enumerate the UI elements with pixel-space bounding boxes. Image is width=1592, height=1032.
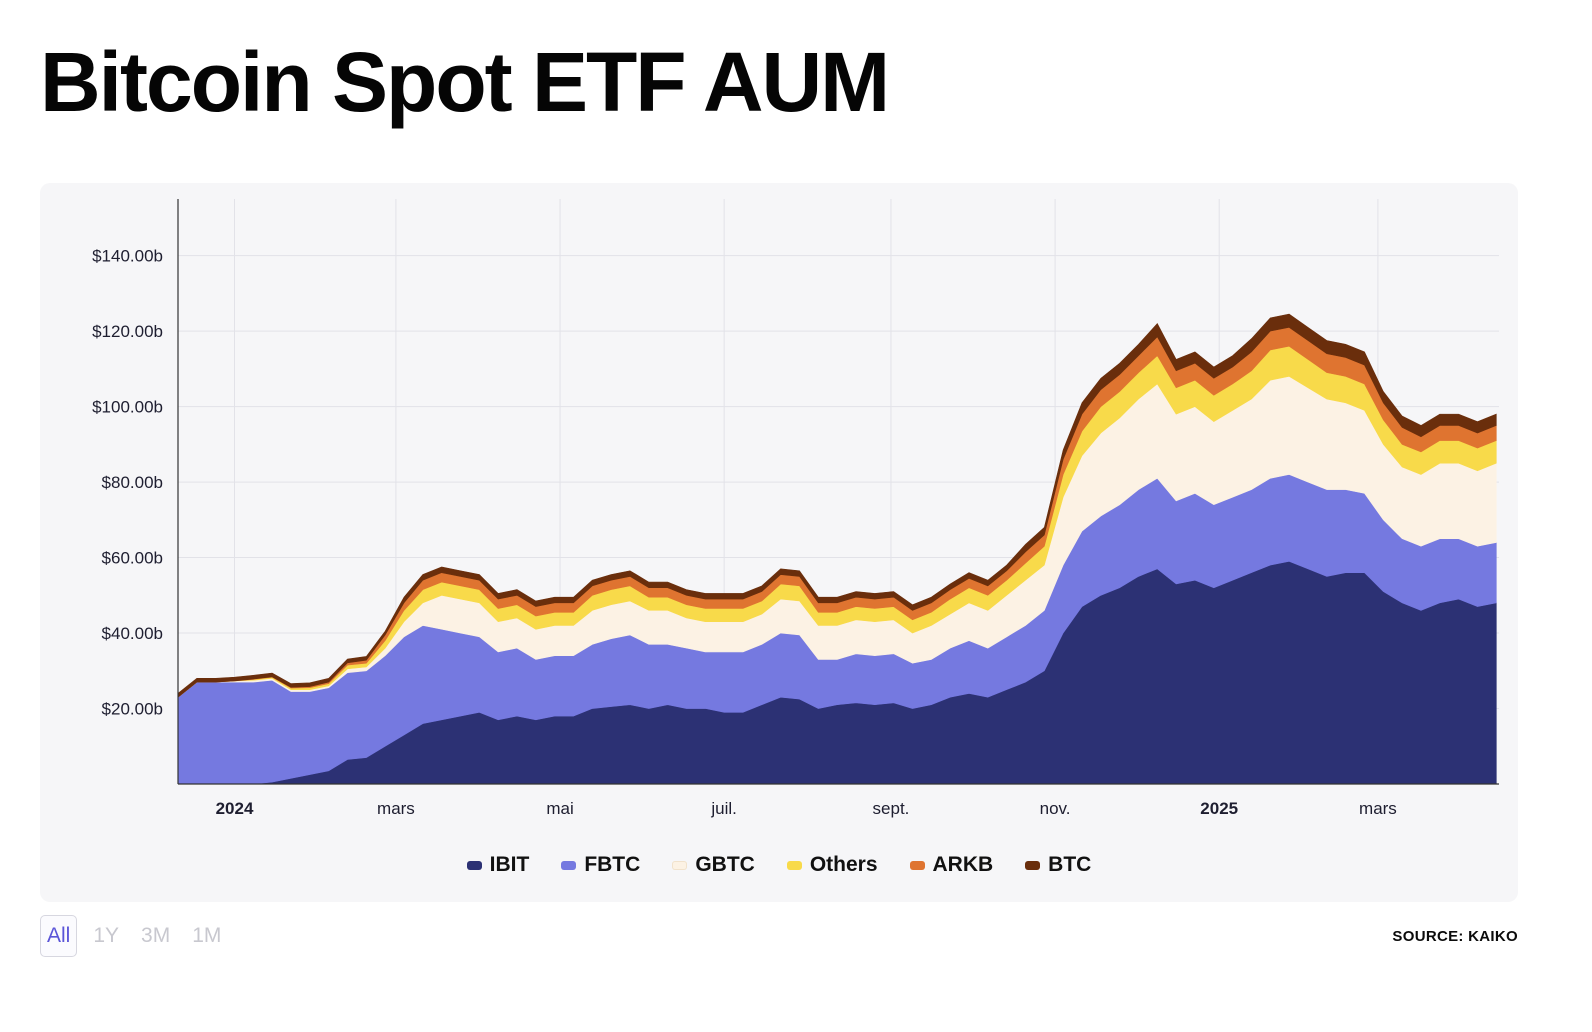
stacked-area-chart: $20.00b $40.00b $60.00b $80.00b $100.00b $120… — [92, 199, 1499, 818]
legend-item-arkb[interactable]: ARKB — [909, 853, 994, 877]
range-button-1y[interactable]: 1Y — [93, 924, 120, 947]
range-button-all[interactable]: All — [40, 915, 78, 957]
legend-swatch — [466, 860, 482, 870]
x-tick-label: mars — [377, 799, 415, 818]
legend-item-gbtc[interactable]: GBTC — [672, 853, 755, 877]
y-tick-label: $100.00b — [92, 398, 163, 417]
x-tick-label: sept. — [873, 799, 910, 818]
legend-swatch — [786, 860, 802, 870]
time-range-selector: All 1Y 3M 1M — [40, 915, 227, 957]
x-tick-label: 2024 — [216, 799, 254, 818]
chart-legend: IBIT FBTC GBTC Others ARKB BTC — [40, 853, 1518, 877]
y-tick-label: $80.00b — [102, 473, 163, 492]
source-label: SOURCE: KAIKO — [1392, 928, 1518, 945]
legend-item-others[interactable]: Others — [786, 853, 878, 877]
legend-label: IBIT — [489, 853, 530, 876]
x-tick-label: juil. — [710, 799, 737, 818]
legend-swatch — [909, 860, 925, 870]
x-tick-label: nov. — [1040, 799, 1071, 818]
page-title: Bitcoin Spot ETF AUM — [40, 35, 890, 129]
x-tick-label: mars — [1359, 799, 1397, 818]
x-tick-label: 2025 — [1200, 799, 1238, 818]
y-tick-label: $120.00b — [92, 322, 163, 341]
legend-item-fbtc[interactable]: FBTC — [561, 853, 640, 877]
x-tick-label: mai — [546, 799, 573, 818]
legend-label: GBTC — [695, 853, 755, 876]
legend-item-btc[interactable]: BTC — [1025, 853, 1091, 877]
y-tick-label: $60.00b — [102, 549, 163, 568]
legend-label: FBTC — [584, 853, 641, 876]
range-button-3m[interactable]: 3M — [141, 924, 171, 947]
range-button-1m[interactable]: 1M — [192, 924, 222, 947]
y-tick-label: $40.00b — [102, 624, 163, 643]
legend-swatch — [1025, 860, 1041, 870]
chart-card: $20.00b $40.00b $60.00b $80.00b $100.00b $120… — [40, 183, 1518, 902]
legend-swatch — [561, 860, 577, 870]
legend-label: BTC — [1048, 853, 1092, 876]
y-tick-label: $140.00b — [92, 247, 163, 266]
area-btc — [177, 313, 1497, 698]
legend-label: Others — [809, 853, 878, 876]
y-tick-label: $20.00b — [102, 700, 163, 719]
legend-swatch — [672, 860, 688, 870]
legend-item-ibit[interactable]: IBIT — [466, 853, 530, 877]
legend-label: ARKB — [932, 853, 994, 876]
